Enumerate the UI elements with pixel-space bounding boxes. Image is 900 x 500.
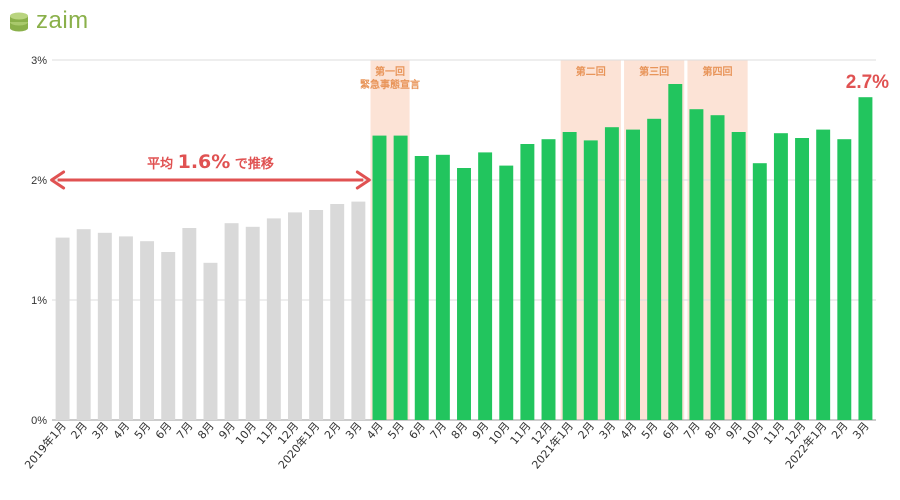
average-label-value: 1.6% <box>178 151 231 173</box>
bar-5月-16 <box>393 135 408 420</box>
emergency-label-1-line-2: 緊急事態宣言 <box>360 78 420 91</box>
bar-2月-37 <box>837 139 852 420</box>
x-tick-label-1: 2月 <box>68 420 90 442</box>
coin-stack-icon <box>10 12 28 32</box>
emergency-label-2-line-1: 第二回 <box>576 65 606 78</box>
bar-3月-26 <box>604 127 619 420</box>
bar-2020年1月-12 <box>309 210 324 420</box>
x-tick-label-25: 2月 <box>576 420 598 442</box>
average-arrow-right-head <box>355 170 371 190</box>
bar-2019年1月-0 <box>55 237 70 420</box>
bar-12月-35 <box>795 138 810 420</box>
bar-4月-3 <box>118 236 133 420</box>
x-tick-label-37: 2月 <box>829 420 851 442</box>
x-tick-label-16: 5月 <box>385 420 407 442</box>
x-tick-label-33: 10月 <box>740 420 766 448</box>
bar-2月-25 <box>583 140 598 420</box>
x-tick-label-10: 11月 <box>254 420 280 448</box>
x-tick-label-6: 7月 <box>174 420 196 442</box>
bar-12月-23 <box>541 139 556 420</box>
y-tick-0%: 0% <box>31 415 47 427</box>
x-tick-label-21: 10月 <box>487 420 513 448</box>
bar-11月-10 <box>266 218 281 420</box>
x-tick-label-7: 8月 <box>195 420 217 442</box>
bar-5月-4 <box>140 241 155 420</box>
y-tick-1%: 1% <box>31 295 47 307</box>
bar-10月-9 <box>245 226 260 420</box>
bar-2022年1月-36 <box>816 129 831 420</box>
x-tick-label-5: 6月 <box>153 420 175 442</box>
bar-2月-1 <box>76 229 91 420</box>
bar-3月-2 <box>97 232 112 420</box>
x-tick-label-22: 11月 <box>508 420 534 448</box>
x-tick-label-15: 4月 <box>364 420 386 442</box>
x-tick-label-31: 8月 <box>702 420 724 442</box>
bar-5月-28 <box>647 118 662 421</box>
average-label-prefix: 平均 <box>147 156 178 172</box>
bar-8月-7 <box>203 262 218 420</box>
x-tick-label-38: 3月 <box>850 420 872 442</box>
x-tick-label-3: 4月 <box>111 420 133 442</box>
bar-10月-33 <box>752 163 767 420</box>
x-tick-label-14: 3月 <box>343 420 365 442</box>
bar-12月-11 <box>288 212 302 420</box>
last-value-label: 2.7% <box>846 72 889 93</box>
bar-6月-17 <box>414 156 429 420</box>
x-tick-label-4: 5月 <box>132 420 154 442</box>
x-tick-label-19: 8月 <box>449 420 471 442</box>
bar-11月-34 <box>773 133 788 420</box>
bar-9月-8 <box>224 223 239 420</box>
bar-7月-30 <box>689 109 704 420</box>
logo-text: zaim <box>36 7 89 34</box>
bars <box>55 84 873 421</box>
x-tick-label-2: 3月 <box>90 420 112 442</box>
bar-11月-22 <box>520 144 535 420</box>
emergency-label-4-line-1: 第四回 <box>703 65 733 78</box>
x-tick-label-30: 7月 <box>681 420 703 442</box>
x-tick-label-27: 4月 <box>618 420 640 442</box>
bar-9月-20 <box>478 152 493 420</box>
bar-10月-21 <box>499 165 514 420</box>
y-tick-3%: 3% <box>31 55 47 67</box>
x-tick-label-13: 2月 <box>322 420 344 442</box>
x-tick-label-26: 3月 <box>597 420 619 442</box>
bar-2021年1月-24 <box>562 132 577 420</box>
x-tick-label-28: 5月 <box>639 420 661 442</box>
x-tick-label-29: 6月 <box>660 420 682 442</box>
x-tick-label-9: 10月 <box>233 420 259 448</box>
x-tick-label-17: 6月 <box>407 420 429 442</box>
bar-2月-13 <box>330 204 345 420</box>
bar-8月-19 <box>457 168 471 420</box>
y-tick-2%: 2% <box>31 175 47 187</box>
bar-6月-29 <box>668 84 683 420</box>
bar-3月-38 <box>858 97 873 420</box>
x-tick-label-18: 7月 <box>428 420 450 442</box>
average-label: 平均 1.6% で推移 <box>147 151 274 173</box>
bar-6月-5 <box>161 252 176 420</box>
average-arrow-left-head <box>50 170 66 190</box>
bar-9月-32 <box>731 132 746 420</box>
x-tick-label-34: 11月 <box>761 420 787 448</box>
emergency-label-3-line-1: 第三回 <box>639 65 669 78</box>
zaim-logo: zaim <box>8 4 89 38</box>
bar-4月-27 <box>626 129 640 420</box>
average-label-suffix: で推移 <box>230 156 274 172</box>
annotations: 平均 1.6% で推移 2.7% <box>50 72 889 190</box>
bar-7月-6 <box>182 228 197 420</box>
bar-7月-18 <box>435 154 450 421</box>
bar-3月-14 <box>351 201 366 420</box>
emergency-label-1-line-1: 第一回 <box>375 65 405 78</box>
y-tick-labels: 0% 1% 2% 3% <box>31 55 47 427</box>
bar-4月-15 <box>372 135 387 420</box>
bar-8月-31 <box>710 115 725 420</box>
